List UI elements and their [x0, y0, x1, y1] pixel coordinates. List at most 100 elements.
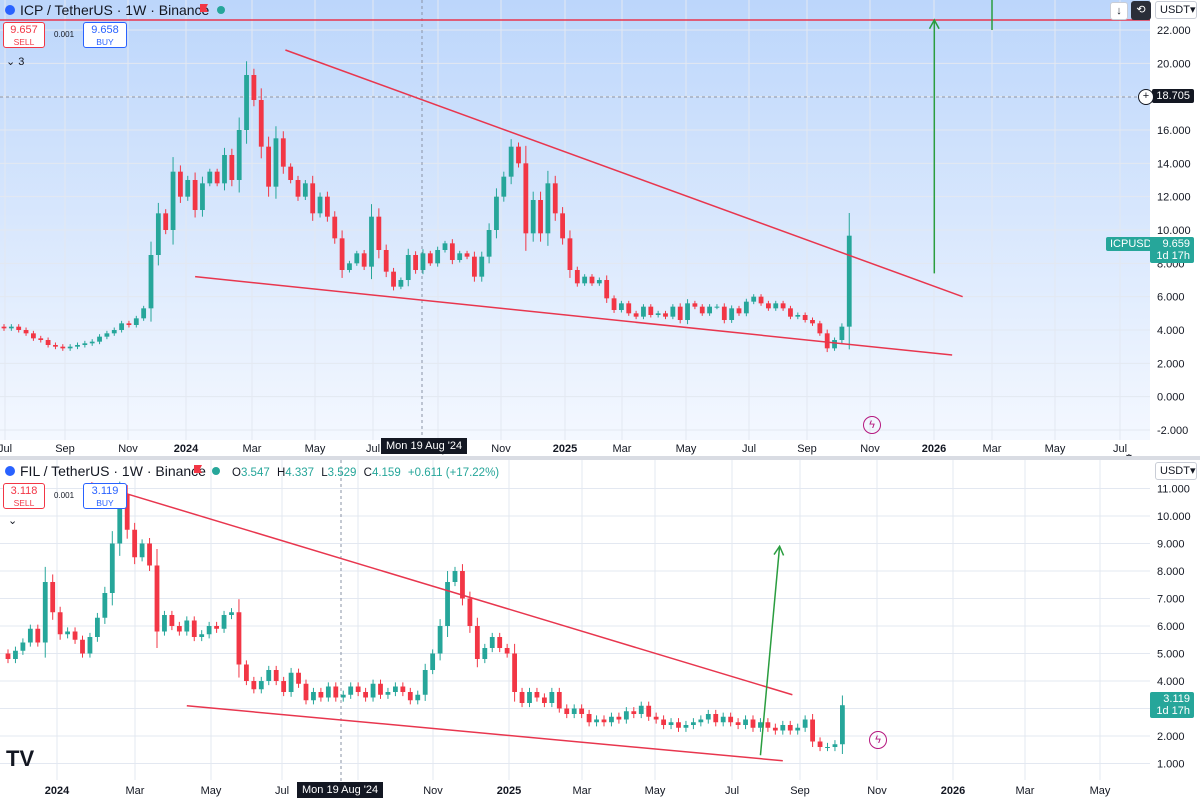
- event-icon[interactable]: ϟ: [869, 731, 887, 749]
- scroll-down-button[interactable]: ↓: [1110, 2, 1128, 20]
- candle-body: [589, 276, 595, 284]
- event-icon[interactable]: ϟ: [863, 416, 881, 434]
- candle-body: [67, 346, 73, 349]
- last-price: 3.119: [1163, 693, 1190, 705]
- candle-body: [519, 692, 525, 703]
- y-tick-label: 8.000: [1157, 566, 1185, 578]
- candle-body: [117, 494, 123, 544]
- candle-body: [452, 571, 458, 582]
- candle-body: [13, 650, 18, 659]
- y-tick-label: 4.000: [1157, 676, 1185, 688]
- candle-body: [810, 719, 815, 742]
- x-tick-label: Nov: [867, 785, 887, 797]
- candle-body: [317, 196, 323, 214]
- candle-body: [472, 256, 477, 277]
- candle-body: [266, 146, 271, 187]
- candle-body: [638, 705, 644, 714]
- x-tick-label: Mar: [1016, 785, 1035, 797]
- link-icon[interactable]: [5, 5, 15, 15]
- candle-body: [206, 626, 212, 635]
- bar-countdown: 1d 17h: [1156, 250, 1190, 262]
- link-icon[interactable]: [5, 466, 15, 476]
- candle-body: [758, 296, 764, 304]
- candle-body: [467, 598, 473, 626]
- crosshair-price-label: 18.705: [1152, 89, 1194, 103]
- y-axis: -2.0000.0002.0004.0006.0008.00010.00012.…: [1157, 25, 1191, 437]
- candle-body: [534, 692, 540, 698]
- candle-body: [378, 683, 383, 695]
- candle-body: [200, 183, 205, 210]
- candle-body: [176, 626, 182, 632]
- candle-body: [482, 648, 488, 659]
- settings-icon[interactable]: ⚙: [1124, 453, 1134, 456]
- y-tick-label: 12.000: [1157, 192, 1191, 204]
- candle-body: [824, 333, 830, 349]
- candle-body: [363, 692, 368, 698]
- candle-body: [288, 166, 294, 180]
- x-tick-label: May: [645, 785, 666, 797]
- candle-body: [489, 637, 495, 648]
- spread-value: 0.001: [54, 30, 75, 39]
- candle-body: [567, 238, 573, 270]
- candle-body: [623, 711, 629, 720]
- x-tick-label: Sep: [790, 785, 810, 797]
- panel-divider[interactable]: [0, 456, 1200, 460]
- candle-body: [376, 216, 382, 250]
- candle-body: [705, 714, 711, 720]
- candle-body: [735, 722, 741, 725]
- candle-body: [361, 253, 367, 267]
- chevron-down-icon[interactable]: ⌄: [8, 515, 18, 527]
- plot-background: [0, 0, 1150, 440]
- candle-body: [604, 280, 610, 299]
- buy-button[interactable]: 9.658 BUY: [83, 22, 127, 48]
- y-tick-label: 10.000: [1157, 511, 1191, 523]
- currency-select[interactable]: USDT▾: [1155, 1, 1197, 19]
- candle-body: [504, 648, 510, 654]
- candle-body: [437, 626, 443, 654]
- x-tick-label: Nov: [423, 785, 443, 797]
- candle-body: [676, 722, 681, 728]
- candle-body: [192, 180, 198, 210]
- candle-body: [163, 213, 169, 230]
- last-price-tag: 9.659 1d 17h: [1150, 237, 1194, 263]
- x-tick-label: Jul: [1113, 443, 1127, 455]
- fil-chart-panel[interactable]: 1.0002.0003.0004.0005.0006.0007.0008.000…: [0, 460, 1200, 798]
- candle-body: [23, 330, 29, 334]
- candle-body: [825, 747, 830, 748]
- candle-body: [251, 75, 257, 100]
- flag-icon[interactable]: [194, 465, 202, 473]
- candle-body: [787, 725, 793, 731]
- add-alert-icon[interactable]: +: [1138, 89, 1154, 105]
- fil-chart[interactable]: 1.0002.0003.0004.0005.0006.0007.0008.000…: [0, 460, 1200, 798]
- candle-body: [50, 582, 56, 613]
- flag-icon[interactable]: [200, 4, 208, 12]
- x-tick-label: Nov: [491, 443, 511, 455]
- last-price: 9.659: [1162, 238, 1190, 250]
- sell-button[interactable]: 9.657 SELL: [3, 22, 45, 48]
- y-tick-label: 16.000: [1157, 125, 1191, 137]
- symbol-title[interactable]: FIL / TetherUS · 1W · Binance: [20, 463, 206, 479]
- sync-icon[interactable]: ⟲: [1131, 1, 1151, 20]
- y-tick-label: 10.000: [1157, 225, 1191, 237]
- x-tick-label: Nov: [860, 443, 880, 455]
- candle-body: [512, 653, 517, 692]
- sell-button[interactable]: 3.118 SELL: [3, 483, 45, 509]
- symbol-tag: ICPUSDT: [1106, 237, 1158, 251]
- currency-select[interactable]: USDT▾: [1155, 462, 1197, 480]
- indicators-toggle[interactable]: ⌄ 3: [6, 55, 24, 68]
- candle-body: [523, 163, 529, 234]
- candle-body: [641, 306, 646, 317]
- candle-body: [685, 303, 690, 320]
- chart-header: ICP / TetherUS · 1W · Binance: [5, 2, 225, 18]
- icp-chart-panel[interactable]: -2.000 0.000 2.000 4.000 6.000 8.000 10.000 12.…: [0, 0, 1200, 456]
- symbol-title[interactable]: ICP / TetherUS · 1W · Binance: [20, 2, 210, 18]
- candle-body: [124, 494, 130, 530]
- candle-body: [552, 183, 558, 214]
- candle-body: [817, 323, 823, 334]
- candle-body: [802, 719, 808, 728]
- buy-button[interactable]: 3.119 BUY: [83, 483, 127, 509]
- candle-body: [60, 346, 66, 349]
- icp-chart[interactable]: -2.0000.0002.0004.0006.0008.00010.00012.…: [0, 0, 1200, 456]
- candle-body: [75, 345, 80, 347]
- candle-body: [832, 744, 838, 747]
